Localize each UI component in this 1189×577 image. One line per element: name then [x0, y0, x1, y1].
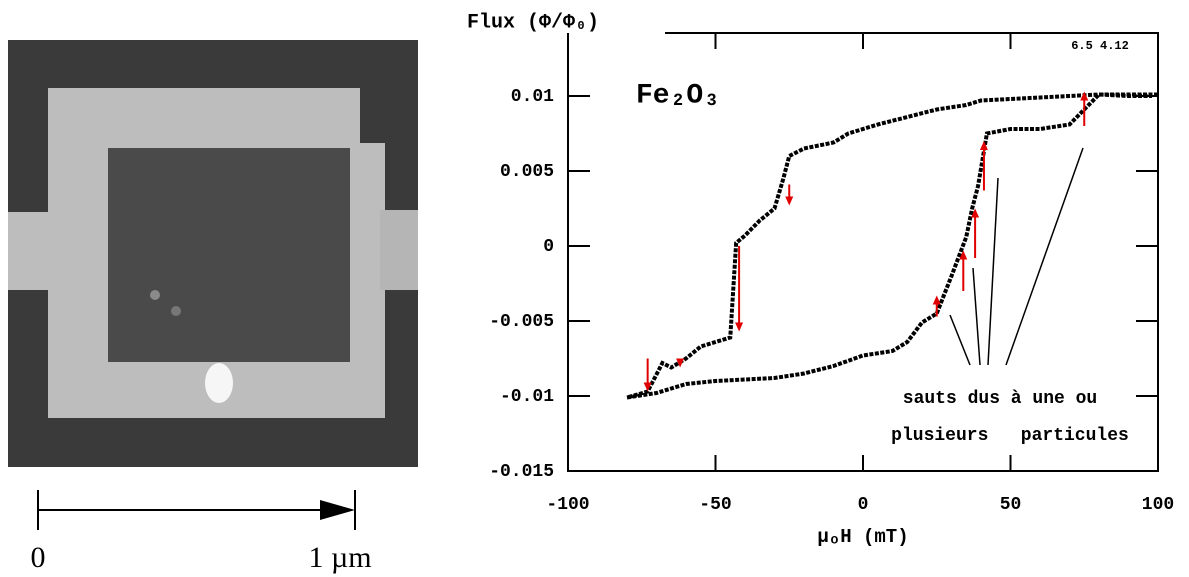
jump-arrowhead: [735, 322, 744, 332]
stamp: 6.5 4.12: [1071, 39, 1129, 53]
jump-arrowhead: [979, 141, 988, 150]
hysteresis-branch: [626, 92, 1158, 400]
y-tick-label: 0.01: [511, 87, 554, 107]
scale-arrow: [320, 500, 355, 520]
label-background: [460, 8, 665, 38]
dot: [171, 306, 181, 316]
pointer-lines: [949, 147, 1084, 366]
jump-arrowhead: [676, 358, 685, 368]
y-tick-label: 0.005: [500, 162, 554, 182]
x-tick-label: 100: [1142, 495, 1174, 515]
x-tick-label: -50: [699, 495, 731, 515]
right-arm: [380, 210, 418, 290]
scale-start: 0: [31, 541, 46, 574]
compound-label: Fe₂O₃: [636, 80, 720, 111]
pointer: [972, 267, 981, 366]
y-tick-label: -0.005: [489, 312, 554, 332]
pointer: [949, 314, 971, 366]
annotation-line: plusieurs particules: [891, 426, 1129, 446]
left-arm: [8, 212, 53, 290]
jump-arrowhead: [785, 196, 794, 206]
annotation-line: sauts dus à une ou: [903, 389, 1097, 409]
pointer: [1005, 147, 1084, 366]
scale-end: 1 µm: [308, 541, 371, 574]
inner-square: [108, 148, 350, 362]
y-tick-label: -0.01: [500, 387, 554, 407]
hysteresis-branch: [626, 92, 1153, 400]
micrograph: [8, 40, 418, 467]
jump-arrowhead: [932, 295, 941, 305]
particle: [205, 363, 233, 403]
x-tick-label: -100: [546, 495, 589, 515]
dot: [150, 290, 160, 300]
x-tick-label: 50: [1000, 495, 1022, 515]
jump-arrowhead: [1080, 91, 1089, 101]
y-axis-label: Flux (Φ/Φ₀): [467, 11, 599, 34]
x-tick-label: 0: [858, 495, 869, 515]
jump-arrowhead: [959, 250, 968, 260]
y-tick-label: 0: [543, 237, 554, 257]
x-axis-label: μₒH (mT): [817, 526, 908, 548]
notch: [360, 88, 390, 143]
jump-arrowhead: [971, 208, 980, 218]
y-tick-label: -0.015: [489, 462, 554, 482]
jump-arrowhead: [643, 382, 652, 392]
pointer: [987, 177, 999, 366]
scale-bar: 0 1 µm: [31, 490, 372, 574]
